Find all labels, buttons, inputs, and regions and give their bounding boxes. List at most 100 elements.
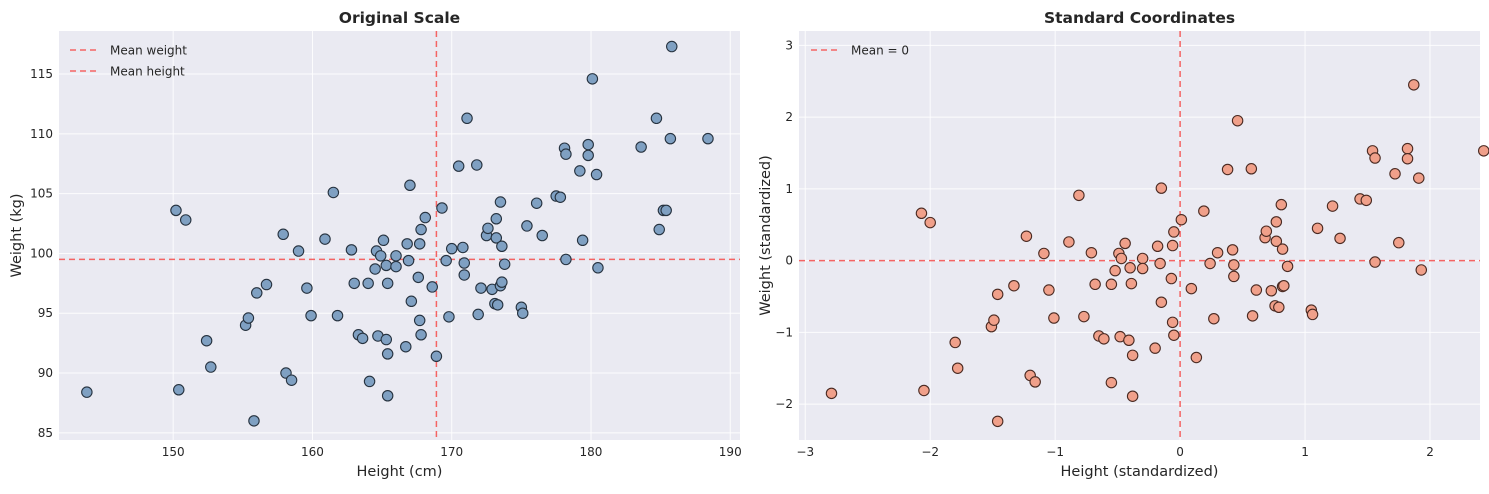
- data-point: [1175, 213, 1188, 226]
- data-point: [991, 415, 1004, 428]
- data-point: [1228, 270, 1240, 283]
- data-point: [924, 216, 936, 229]
- data-point: [1260, 225, 1273, 237]
- data-point: [1063, 236, 1075, 248]
- data-point: [413, 238, 426, 250]
- data-point: [1029, 376, 1041, 388]
- data-point: [1126, 390, 1139, 402]
- data-point: [205, 361, 217, 373]
- data-point: [1334, 232, 1346, 245]
- data-point: [653, 223, 665, 236]
- plot-area: [799, 31, 1480, 440]
- data-point: [592, 262, 604, 274]
- data-point: [1326, 200, 1339, 212]
- data-point: [1115, 252, 1128, 265]
- y-tick-label: 115: [30, 67, 53, 81]
- data-point: [327, 186, 340, 199]
- data-point: [1123, 334, 1135, 347]
- data-point: [285, 374, 298, 386]
- data-point: [590, 168, 603, 181]
- y-tick-label: 110: [30, 127, 53, 141]
- y-tick-label: 95: [38, 306, 53, 320]
- data-point: [419, 211, 432, 224]
- data-point: [472, 308, 484, 321]
- data-point: [494, 196, 507, 208]
- data-point: [356, 332, 369, 345]
- x-tick-label: 1: [1301, 445, 1309, 459]
- data-point: [1048, 312, 1060, 324]
- data-point: [576, 234, 589, 247]
- data-point: [301, 282, 313, 294]
- data-point: [260, 278, 273, 291]
- data-point: [496, 276, 508, 288]
- data-point: [292, 245, 305, 257]
- data-point: [1155, 296, 1168, 308]
- data-point: [404, 179, 416, 192]
- data-point: [1415, 264, 1428, 276]
- data-point: [381, 277, 394, 290]
- data-point: [400, 340, 412, 353]
- data-point: [1136, 262, 1149, 275]
- data-point: [1273, 301, 1285, 314]
- data-point: [377, 234, 390, 247]
- y-tick-label: 90: [38, 366, 53, 380]
- data-point: [1281, 260, 1294, 273]
- data-point: [1369, 152, 1381, 164]
- x-tick-label: 180: [580, 445, 603, 459]
- chart-original-scale: 150 160 170 180 190 85 90 95 100 105 110 115 Origin…: [9, 9, 742, 480]
- data-point: [491, 299, 504, 311]
- tick-labels: −3 −2 −1 0 1 2 −2 −1 0 1 2 3: [775, 38, 1434, 459]
- data-point: [402, 254, 415, 267]
- data-point: [405, 295, 418, 308]
- data-point: [390, 260, 402, 273]
- data-point: [988, 314, 1000, 326]
- data-point: [445, 242, 458, 255]
- data-point: [319, 233, 331, 245]
- data-point: [390, 250, 402, 262]
- data-point: [1275, 198, 1288, 211]
- data-point: [660, 204, 672, 217]
- data-point: [1389, 168, 1401, 180]
- x-tick-label: −3: [796, 445, 814, 459]
- data-point: [1151, 240, 1164, 253]
- data-point: [825, 387, 838, 400]
- data-point: [1038, 247, 1050, 260]
- data-point: [1478, 145, 1489, 157]
- data-point: [574, 165, 586, 177]
- data-point: [1089, 278, 1101, 291]
- data-point: [374, 250, 387, 262]
- data-point: [458, 269, 471, 281]
- data-point: [415, 329, 427, 341]
- data-point: [381, 390, 394, 402]
- data-point: [1109, 264, 1121, 277]
- data-point: [560, 253, 572, 266]
- x-tick-label: 160: [301, 445, 324, 459]
- data-point: [1401, 152, 1414, 165]
- data-point: [1245, 163, 1258, 175]
- y-tick-label: 105: [30, 187, 53, 201]
- data-point: [1020, 230, 1033, 242]
- data-point: [1043, 284, 1055, 296]
- data-point: [554, 191, 567, 203]
- data-point: [380, 259, 393, 272]
- data-point: [666, 40, 678, 53]
- data-point: [345, 244, 358, 256]
- data-point: [363, 375, 376, 388]
- data-point: [582, 138, 594, 151]
- data-point: [1270, 216, 1283, 228]
- x-tick-label: 150: [162, 445, 185, 459]
- data-point: [498, 258, 511, 270]
- data-point: [471, 159, 483, 171]
- data-point: [1198, 205, 1210, 217]
- chart-standard-coordinates: −3 −2 −1 0 1 2 −2 −1 0 1 2 3 Standard Coordinates H…: [758, 9, 1489, 480]
- y-tick-label: 3: [785, 38, 793, 52]
- data-point: [173, 384, 185, 396]
- data-points: [81, 40, 714, 427]
- data-point: [380, 333, 393, 346]
- data-point: [1008, 279, 1020, 292]
- data-point: [991, 288, 1004, 301]
- data-point: [1126, 349, 1139, 362]
- data-point: [1306, 308, 1319, 321]
- data-point: [369, 263, 381, 275]
- data-point: [496, 240, 508, 253]
